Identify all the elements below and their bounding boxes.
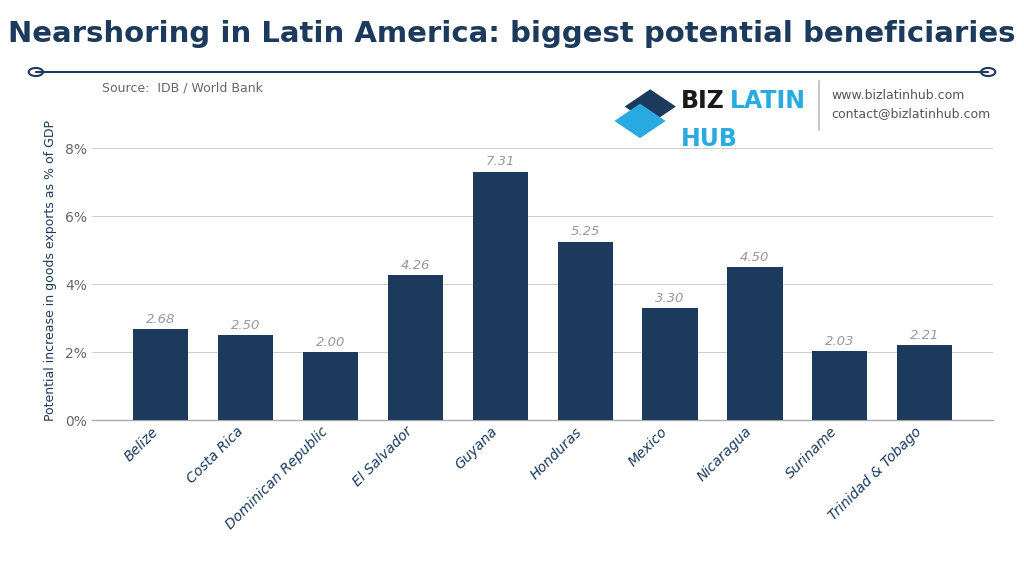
Text: 2.00: 2.00: [315, 336, 345, 349]
Bar: [473, 172, 527, 420]
Text: 2.68: 2.68: [146, 313, 175, 326]
Text: Nearshoring in Latin America: biggest potential beneficiaries: Nearshoring in Latin America: biggest po…: [8, 20, 1016, 48]
Bar: [303, 353, 358, 420]
Bar: [558, 242, 612, 420]
Text: contact@bizlatinhub.com: contact@bizlatinhub.com: [831, 107, 991, 120]
Text: 4.26: 4.26: [400, 259, 430, 272]
Text: 3.30: 3.30: [655, 292, 685, 305]
Text: 2.21: 2.21: [910, 329, 939, 342]
Text: 2.03: 2.03: [825, 335, 854, 348]
Bar: [812, 351, 867, 420]
Text: 2.50: 2.50: [231, 319, 260, 332]
Text: LATIN: LATIN: [730, 89, 806, 113]
Text: www.bizlatinhub.com: www.bizlatinhub.com: [831, 89, 965, 103]
Text: 4.50: 4.50: [740, 251, 770, 264]
Text: BIZ: BIZ: [681, 89, 725, 113]
Text: 7.31: 7.31: [485, 156, 515, 168]
Y-axis label: Potential increase in goods exports as % of GDP: Potential increase in goods exports as %…: [44, 120, 57, 421]
Text: 5.25: 5.25: [570, 225, 600, 238]
Bar: [133, 329, 188, 420]
Text: HUB: HUB: [681, 127, 738, 151]
Bar: [897, 345, 952, 420]
Bar: [642, 308, 697, 420]
Bar: [388, 275, 443, 420]
Bar: [727, 267, 782, 420]
Bar: [218, 335, 273, 420]
Text: Source:  IDB / World Bank: Source: IDB / World Bank: [102, 82, 263, 95]
